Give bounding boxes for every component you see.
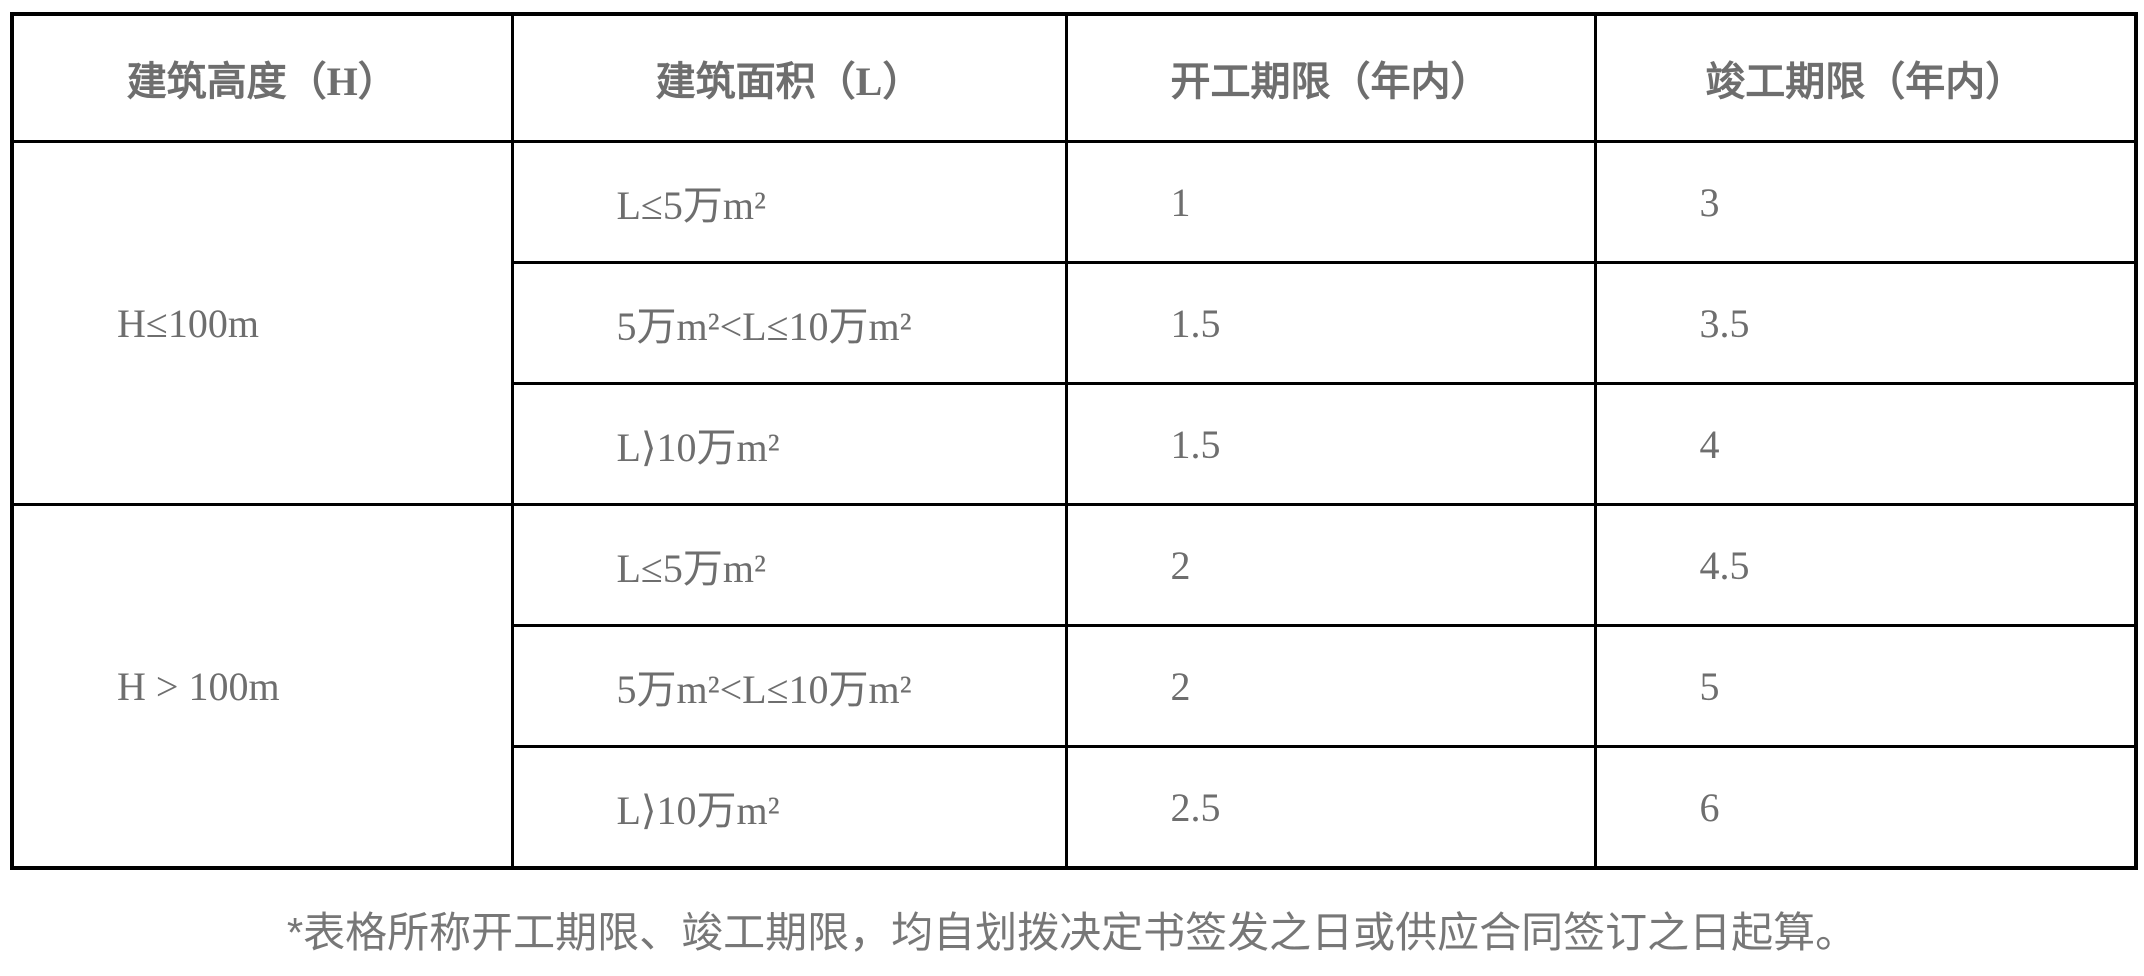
header-finish-deadline: 竣工期限（年内） xyxy=(1593,12,2138,143)
table-footnote: *表格所称开工期限、竣工期限，均自划拨决定书签发之日或供应合同签订之日起算。 xyxy=(286,909,1858,956)
area-cell: 5万m²<L≤10万m² xyxy=(510,261,1068,385)
start-deadline-cell: 2.5 xyxy=(1064,745,1597,870)
header-building-area: 建筑面积（L） xyxy=(510,12,1068,143)
finish-deadline-cell: 4 xyxy=(1593,382,2138,506)
construction-deadline-table: 建筑高度（H） 建筑面积（L） 开工期限（年内） 竣工期限（年内） H≤100m… xyxy=(10,12,2138,870)
start-deadline-cell: 2 xyxy=(1064,503,1597,627)
header-building-height: 建筑高度（H） xyxy=(10,12,514,143)
area-cell: L⟩10万m² xyxy=(510,745,1068,870)
area-cell: 5万m²<L≤10万m² xyxy=(510,624,1068,748)
finish-deadline-cell: 6 xyxy=(1593,745,2138,870)
start-deadline-cell: 1.5 xyxy=(1064,382,1597,506)
finish-deadline-cell: 4.5 xyxy=(1593,503,2138,627)
table-row: L⟩10万m² 1.5 4 xyxy=(12,382,2138,506)
table-row: H≤100m L≤5万m² 1 3 xyxy=(10,140,2138,506)
area-cell: L≤5万m² xyxy=(510,503,1068,627)
table-row: L⟩10万m² 2.5 6 xyxy=(12,745,2138,870)
table-row: 5万m²<L≤10万m² 2 5 xyxy=(12,624,2138,748)
area-cell: L⟩10万m² xyxy=(510,382,1068,506)
table-row: H > 100m L≤5万m² 2 4.5 xyxy=(10,503,2138,870)
table-header-row: 建筑高度（H） 建筑面积（L） 开工期限（年内） 竣工期限（年内） xyxy=(10,12,2138,143)
area-cell: L≤5万m² xyxy=(510,140,1068,264)
height-group-label-over-100m: H > 100m xyxy=(10,503,514,870)
finish-deadline-cell: 3 xyxy=(1593,140,2138,264)
start-deadline-cell: 1.5 xyxy=(1064,261,1597,385)
finish-deadline-cell: 3.5 xyxy=(1593,261,2138,385)
start-deadline-cell: 1 xyxy=(1064,140,1597,264)
start-deadline-cell: 2 xyxy=(1064,624,1597,748)
finish-deadline-cell: 5 xyxy=(1593,624,2138,748)
header-start-deadline: 开工期限（年内） xyxy=(1064,12,1597,143)
table-row: 5万m²<L≤10万m² 1.5 3.5 xyxy=(12,261,2138,385)
height-group-label-under-100m: H≤100m xyxy=(10,140,514,506)
